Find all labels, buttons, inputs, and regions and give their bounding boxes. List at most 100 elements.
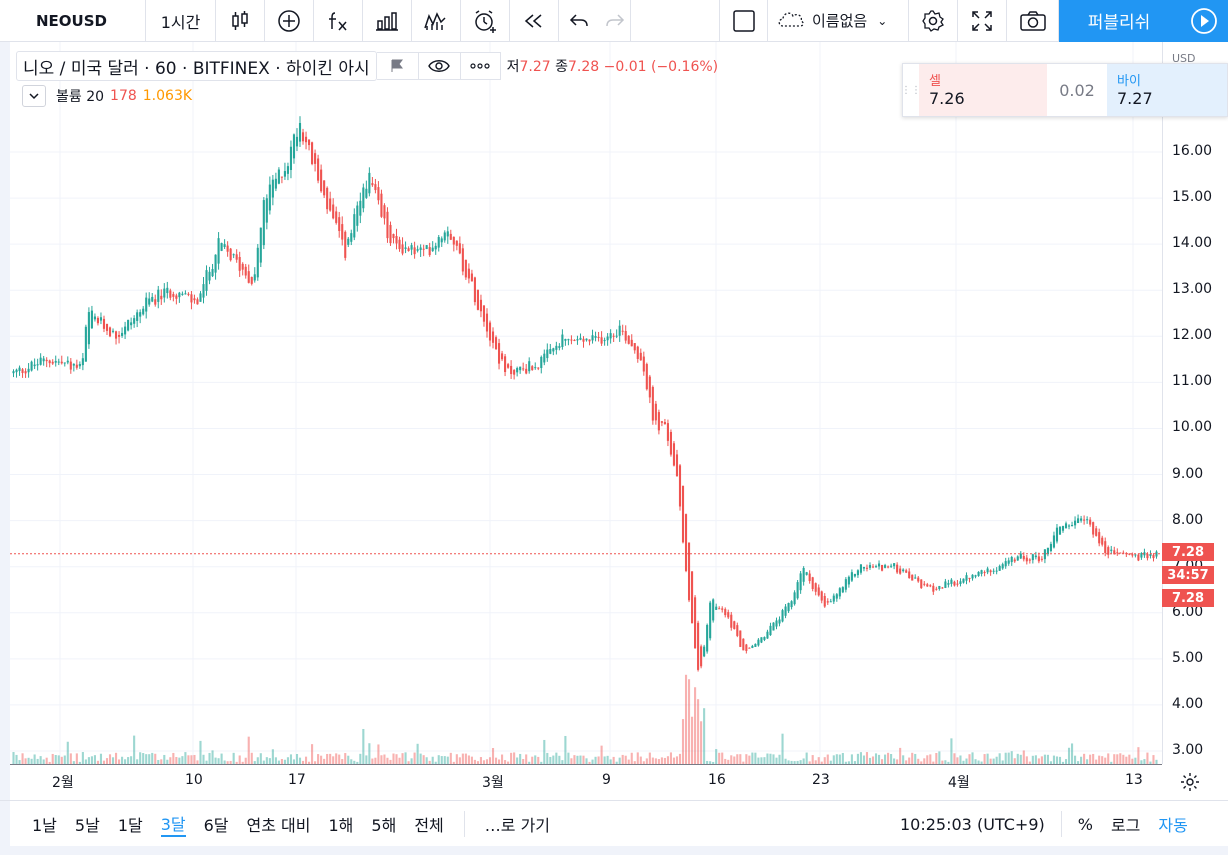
candle-body (118, 334, 121, 337)
candle-body (796, 582, 799, 599)
eye-icon[interactable] (418, 52, 461, 80)
volume-bar (537, 756, 540, 764)
drag-handle-icon[interactable]: ⋮⋮ (901, 84, 921, 96)
chart-type-candles-icon[interactable] (216, 0, 265, 42)
buy-button[interactable]: 바이 7.27 (1107, 64, 1227, 116)
publish-button[interactable]: 퍼블리쉬 (1059, 0, 1179, 42)
symbol-title-box[interactable]: 니오 / 미국 달러 · 60 · BITFINEX · 하이킨 아시 (16, 51, 377, 81)
candle-body (190, 294, 193, 303)
candle-body (1004, 561, 1007, 567)
range-button[interactable]: 5해 (371, 816, 397, 835)
clock-timezone[interactable]: 10:25:03 (UTC+9) (900, 814, 1045, 834)
candle-body (277, 169, 280, 184)
range-button[interactable]: 1달 (117, 816, 143, 835)
candle-body (241, 263, 244, 270)
symbol-search-button[interactable]: NEOUSD (10, 0, 146, 42)
undo-icon[interactable] (559, 0, 599, 42)
candle-body (136, 312, 139, 321)
candle-body (944, 581, 947, 588)
volume-bar (567, 752, 570, 764)
volume-bar (980, 761, 983, 764)
volume-bar (772, 754, 775, 764)
volume-bar (796, 760, 799, 764)
buy-sell-panel: ⋮⋮ 셀 7.26 0.02 바이 7.27 (901, 63, 1228, 117)
candle-body (636, 346, 639, 359)
candle-body (923, 583, 926, 585)
candle-body (1049, 543, 1052, 552)
volume-bar (712, 761, 715, 764)
volume-bar (877, 754, 881, 764)
more-options-icon[interactable] (460, 52, 501, 80)
range-button[interactable]: 5날 (74, 816, 100, 835)
price-axis[interactable] (1162, 42, 1228, 764)
volume-bar (1004, 752, 1007, 764)
candle-body (935, 588, 938, 590)
candle-body (494, 337, 498, 350)
candle-body (950, 579, 953, 584)
play-icon[interactable] (1179, 0, 1228, 42)
range-button[interactable]: 3달 (160, 811, 186, 837)
volume-bar (763, 757, 766, 764)
settings-gear-icon[interactable] (909, 0, 958, 42)
volume-bar (124, 759, 127, 764)
candle-body (880, 564, 884, 571)
candle-body (603, 340, 606, 342)
volume-bar (687, 679, 691, 764)
templates-icon[interactable] (412, 0, 461, 42)
volume-bar (1155, 759, 1158, 764)
volume-bar (706, 760, 709, 764)
volume-bar (1119, 753, 1122, 764)
price-tick-label: 16.00 (1172, 143, 1213, 159)
volume-bar (1037, 758, 1040, 764)
fullscreen-square-icon[interactable] (720, 0, 768, 42)
volume-bar (1125, 756, 1128, 764)
volume-bar (335, 753, 338, 764)
candle-body (709, 602, 712, 639)
snapshot-camera-icon[interactable] (1007, 0, 1059, 42)
volume-bar (938, 751, 941, 764)
financials-bars-icon[interactable] (363, 0, 412, 42)
layout-name-dropdown[interactable]: 이름없음 ⌄ (768, 0, 909, 42)
range-button[interactable]: 1해 (328, 816, 354, 835)
volume-bar (1064, 759, 1068, 764)
interval-button[interactable]: 1시간 (146, 0, 216, 42)
volume-bar (359, 753, 362, 764)
volume-bar (256, 757, 259, 764)
range-button[interactable]: 전체 (414, 816, 444, 835)
percent-toggle[interactable]: % (1077, 814, 1093, 834)
candle-body (1095, 528, 1098, 536)
time-tick-label: 10 (185, 772, 203, 788)
range-button[interactable]: 1날 (32, 816, 57, 835)
volume-bar (700, 721, 703, 764)
sell-button[interactable]: 셀 7.26 (919, 64, 1047, 116)
volume-bar (238, 755, 241, 764)
axis-settings-gear-icon[interactable] (1180, 772, 1200, 796)
auto-scale-toggle[interactable]: 자동 (1158, 816, 1188, 835)
replay-rewind-icon[interactable] (510, 0, 559, 42)
volume-bar (582, 755, 585, 764)
redo-icon[interactable] (599, 0, 631, 42)
flag-icon[interactable] (376, 52, 419, 80)
range-button[interactable]: 연초 대비 (246, 816, 311, 835)
volume-bar (603, 756, 606, 764)
volume-bar (862, 755, 866, 764)
indicators-fx-icon[interactable] (314, 0, 363, 42)
candle-body (24, 371, 27, 374)
volume-bar (232, 752, 235, 764)
goto-date-button[interactable]: …로 가기 (484, 816, 551, 835)
volume-bar (211, 750, 214, 764)
time-axis[interactable] (10, 764, 1162, 801)
fullscreen-expand-icon[interactable] (958, 0, 1007, 42)
range-button[interactable]: 6달 (203, 816, 229, 835)
log-toggle[interactable]: 로그 (1110, 816, 1141, 835)
alert-clock-icon[interactable] (461, 0, 510, 42)
countdown-tag: 34:57 (1162, 566, 1214, 584)
candle-body (488, 322, 492, 341)
candle-body (247, 271, 250, 283)
volume-bar (320, 755, 323, 764)
compare-add-icon[interactable] (265, 0, 314, 42)
candle-body (859, 564, 863, 573)
candle-body (914, 577, 917, 579)
collapse-chevron-icon[interactable] (22, 85, 46, 107)
